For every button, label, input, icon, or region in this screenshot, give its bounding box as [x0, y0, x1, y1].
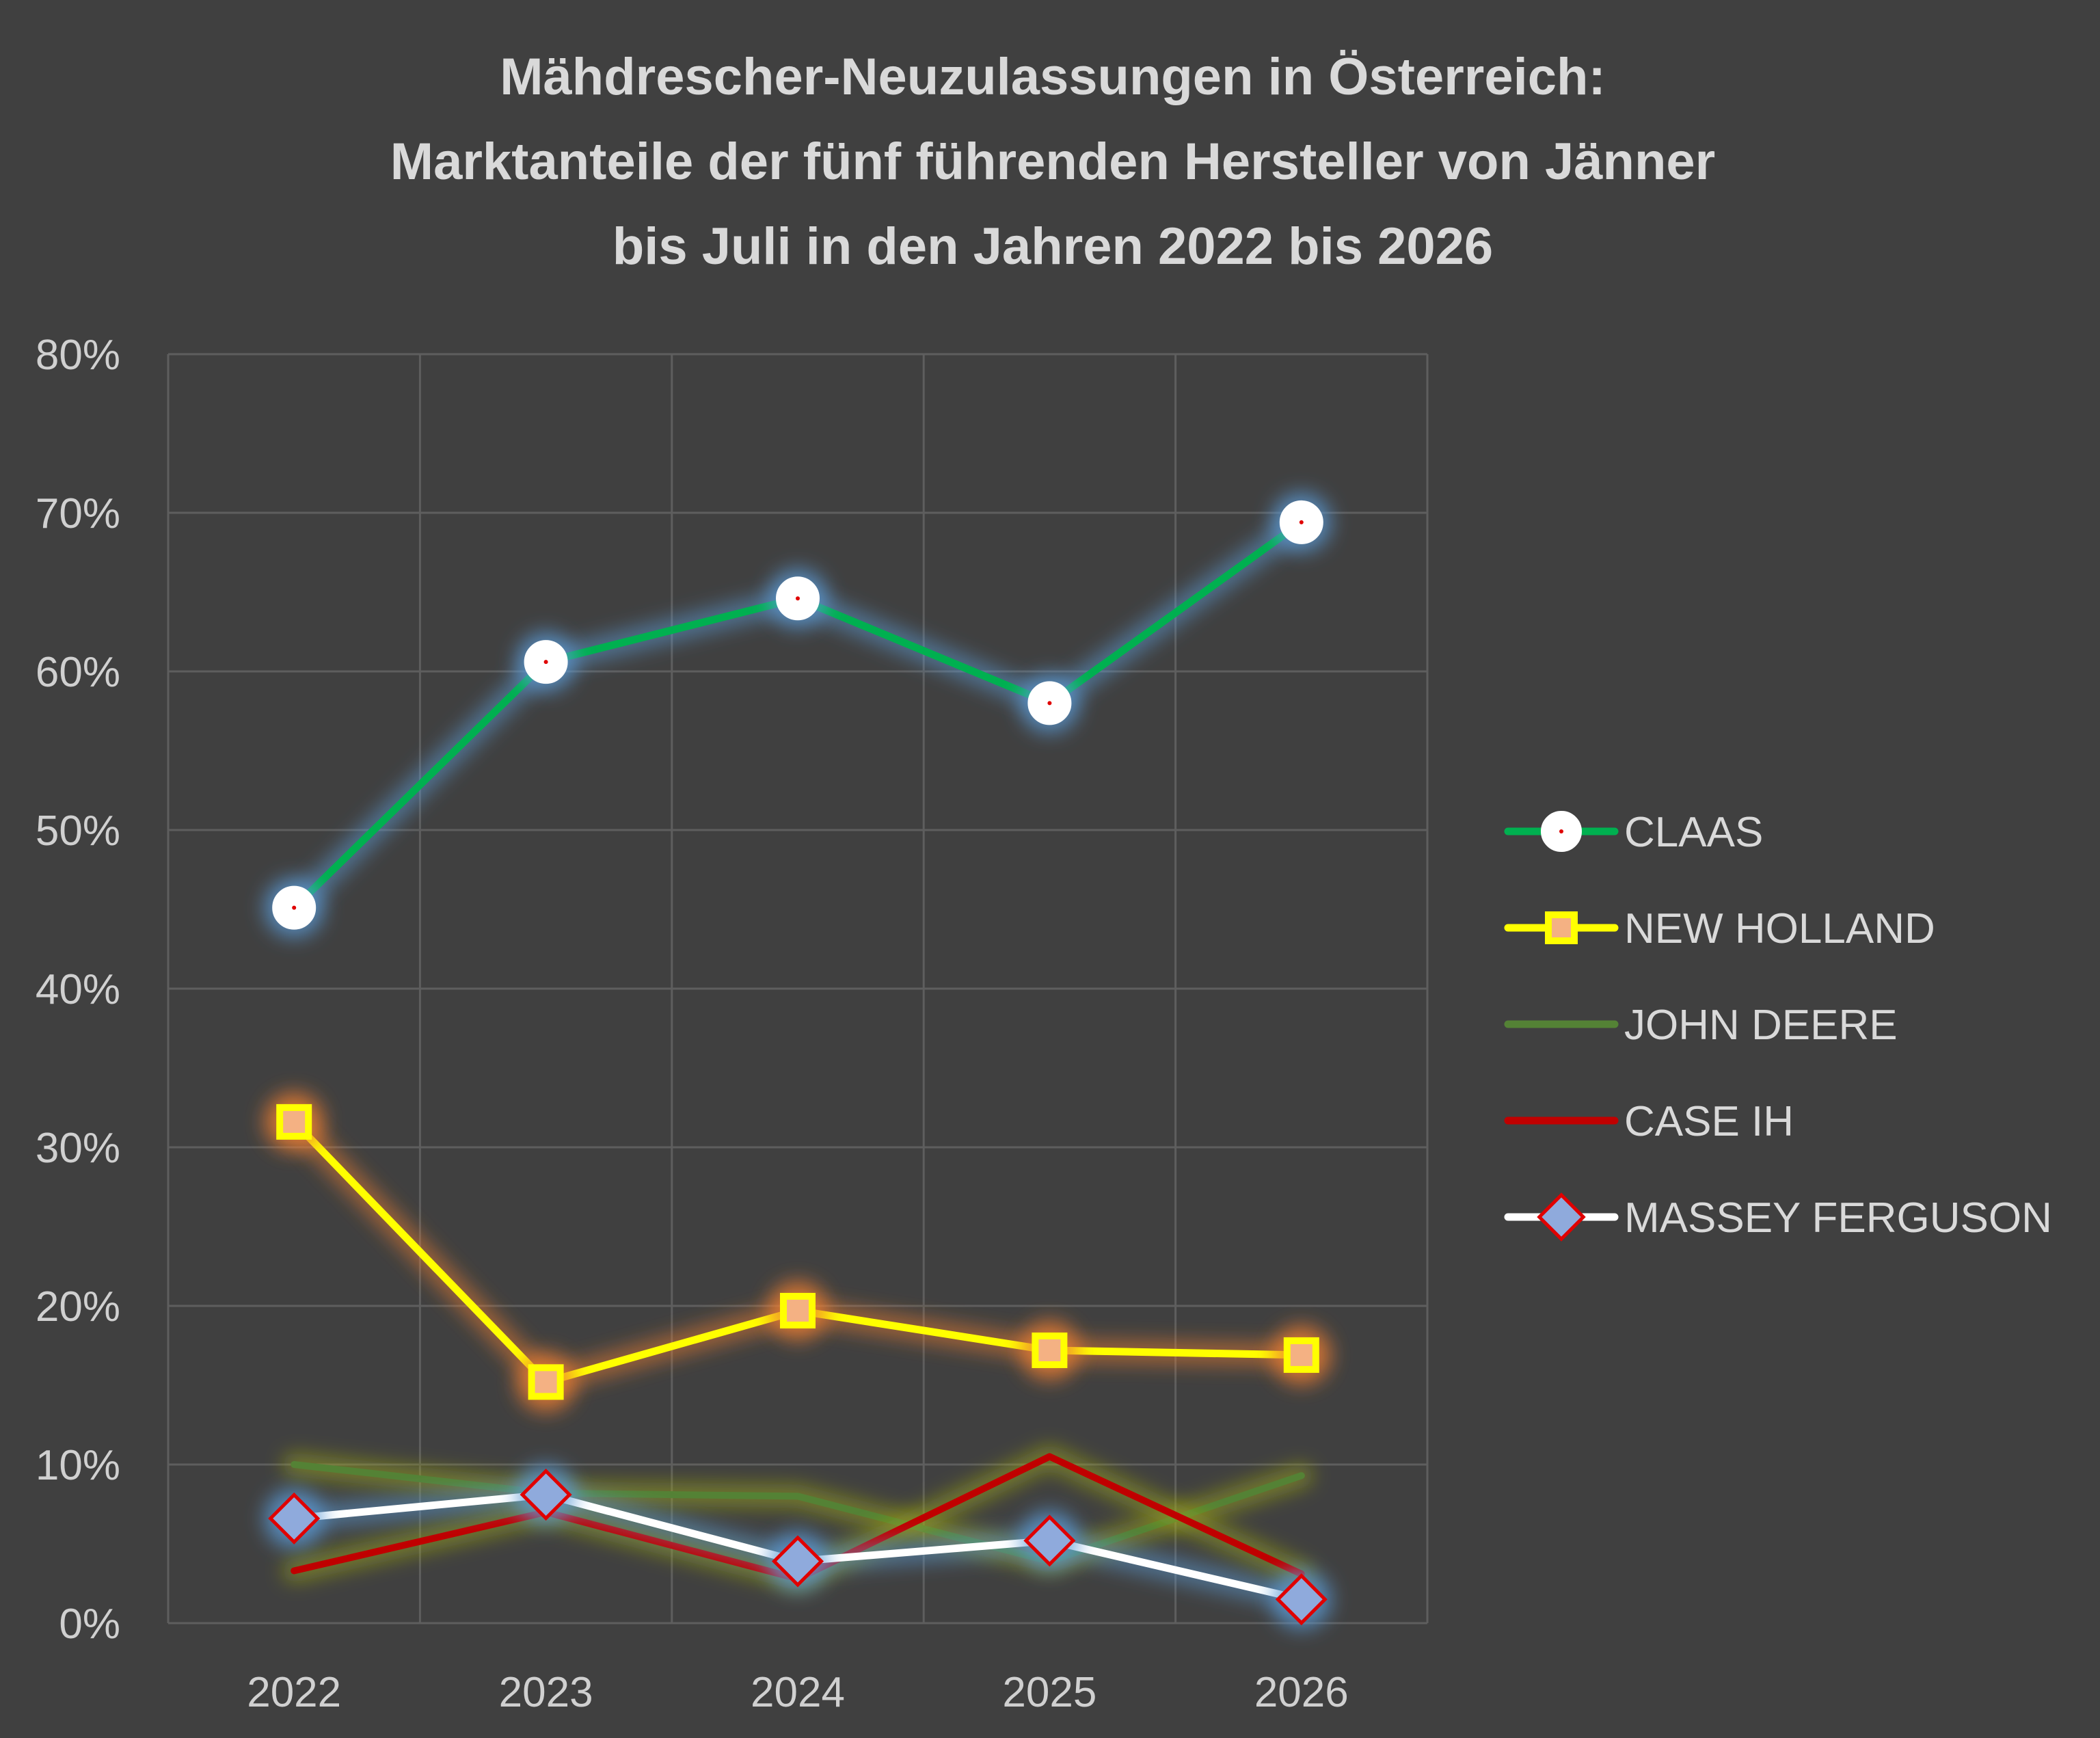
- legend-item-massey-ferguson: MASSEY FERGUSON: [1504, 1192, 2052, 1242]
- point-new-holland: [780, 1292, 816, 1328]
- y-tick-label: 40%: [36, 966, 120, 1013]
- y-axis: 0% 10% 20% 30% 40% 50% 60% 70% 80%: [36, 332, 120, 1648]
- series-new-holland: [264, 1091, 1332, 1413]
- legend-marker-new-holland: [1545, 911, 1578, 944]
- point-new-holland: [1032, 1332, 1068, 1368]
- series-claas: [264, 492, 1332, 938]
- series-line-john-deere: [291, 1461, 1305, 1565]
- x-tick-label: 2024: [751, 1669, 845, 1716]
- chart-title-line-3: bis Juli in den Jahren 2022 bis 2026: [612, 217, 1493, 276]
- series-area: [264, 492, 1332, 1630]
- x-tick-label: 2025: [1002, 1669, 1096, 1716]
- y-tick-label: 20%: [36, 1283, 120, 1331]
- point-new-holland: [528, 1364, 564, 1400]
- x-tick-label: 2022: [247, 1669, 341, 1716]
- point-claas-center: [796, 596, 800, 601]
- gridlines: [167, 353, 1429, 1625]
- x-tick-label: 2023: [499, 1669, 593, 1716]
- y-tick-label: 80%: [36, 332, 120, 379]
- point-massey-ferguson: [520, 1469, 572, 1521]
- point-massey-ferguson: [771, 1535, 824, 1588]
- chart-title-line-1: Mähdrescher-Neuzulassungen in Österreich…: [500, 48, 1606, 106]
- point-new-holland: [1283, 1337, 1319, 1373]
- chart-title: Mähdrescher-Neuzulassungen in Österreich…: [390, 48, 1715, 276]
- legend-label-john-deere: JOHN DEERE: [1624, 1002, 1898, 1049]
- x-tick-label: 2026: [1254, 1669, 1349, 1716]
- chart-title-line-2: Marktanteile der fünf führenden Herstell…: [390, 133, 1715, 191]
- legend-label-new-holland: NEW HOLLAND: [1624, 905, 1935, 952]
- y-tick-label: 10%: [36, 1442, 120, 1489]
- legend-label-claas: CLAAS: [1624, 809, 1763, 856]
- point-claas-center: [292, 905, 297, 910]
- y-tick-label: 70%: [36, 490, 120, 537]
- series-john-deere: [282, 1453, 1313, 1573]
- legend-item-new-holland: NEW HOLLAND: [1504, 905, 1935, 952]
- legend-label-massey-ferguson: MASSEY FERGUSON: [1624, 1194, 2052, 1242]
- y-tick-label: 60%: [36, 649, 120, 696]
- series-massey-ferguson: [264, 1465, 1332, 1630]
- point-massey-ferguson: [268, 1492, 321, 1545]
- legend-item-case-ih: CASE IH: [1504, 1098, 1794, 1145]
- y-tick-label: 50%: [36, 807, 120, 855]
- y-tick-label: 30%: [36, 1125, 120, 1172]
- point-claas-center: [543, 660, 548, 665]
- series-glow-new-holland: [282, 1110, 1313, 1394]
- legend-item-john-deere: JOHN DEERE: [1504, 1002, 1898, 1049]
- x-axis: 2022 2023 2024 2025 2026: [247, 1669, 1349, 1716]
- y-tick-label: 0%: [59, 1601, 120, 1648]
- point-new-holland: [276, 1104, 312, 1140]
- legend-label-case-ih: CASE IH: [1624, 1098, 1794, 1145]
- point-claas-center: [1047, 701, 1052, 706]
- point-massey-ferguson: [1275, 1573, 1328, 1626]
- legend: CLAAS NEW HOLLAND JOHN DEERE CASE IH MASSEY …: [1504, 809, 2052, 1242]
- legend-marker-claas-center: [1559, 829, 1563, 833]
- legend-marker-massey-ferguson: [1537, 1192, 1586, 1242]
- legend-item-claas: CLAAS: [1504, 809, 1763, 856]
- point-massey-ferguson: [1023, 1514, 1076, 1567]
- point-claas-center: [1299, 520, 1304, 524]
